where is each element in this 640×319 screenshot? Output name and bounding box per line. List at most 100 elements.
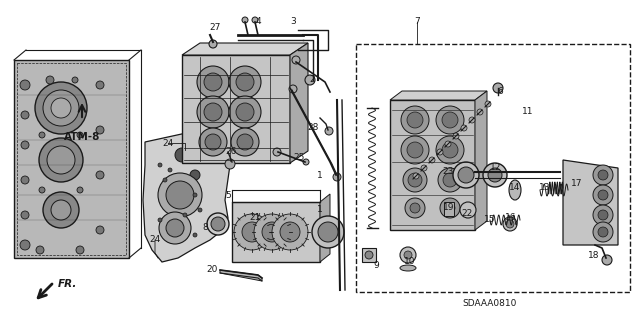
Circle shape [21, 141, 29, 149]
Circle shape [158, 218, 162, 222]
Circle shape [421, 165, 427, 171]
Circle shape [21, 111, 29, 119]
Circle shape [325, 127, 333, 135]
Circle shape [205, 134, 221, 150]
Circle shape [193, 233, 197, 237]
Circle shape [51, 200, 71, 220]
Circle shape [469, 117, 475, 123]
Circle shape [183, 213, 187, 217]
Polygon shape [390, 91, 487, 100]
Circle shape [20, 80, 30, 90]
Circle shape [36, 246, 44, 254]
Circle shape [404, 251, 412, 259]
Circle shape [593, 185, 613, 205]
Circle shape [488, 168, 502, 182]
Circle shape [158, 173, 202, 217]
Bar [14, 60, 129, 258]
Circle shape [593, 222, 613, 242]
Circle shape [199, 128, 227, 156]
Text: 9: 9 [373, 262, 379, 271]
Circle shape [407, 112, 423, 128]
Text: 20: 20 [206, 265, 218, 275]
Text: 8: 8 [202, 224, 208, 233]
Circle shape [211, 217, 225, 231]
Text: 17: 17 [572, 179, 583, 188]
Circle shape [159, 212, 191, 244]
Circle shape [236, 103, 254, 121]
Circle shape [168, 168, 172, 172]
Circle shape [43, 90, 79, 126]
Circle shape [442, 112, 458, 128]
Circle shape [333, 173, 341, 181]
Text: 24: 24 [163, 138, 173, 147]
Circle shape [96, 226, 104, 234]
Circle shape [445, 141, 451, 147]
Text: 21: 21 [250, 213, 260, 222]
Circle shape [242, 222, 262, 242]
Circle shape [20, 240, 30, 250]
Circle shape [39, 132, 45, 138]
Circle shape [401, 106, 429, 134]
Circle shape [506, 220, 514, 228]
Circle shape [39, 138, 83, 182]
Circle shape [442, 142, 458, 158]
Circle shape [503, 217, 517, 231]
Circle shape [272, 214, 308, 250]
Circle shape [458, 167, 474, 183]
Circle shape [21, 211, 29, 219]
Circle shape [236, 73, 254, 91]
Circle shape [436, 136, 464, 164]
Circle shape [403, 168, 427, 192]
Circle shape [318, 222, 338, 242]
Circle shape [477, 109, 483, 115]
Circle shape [461, 125, 467, 131]
Text: 3: 3 [290, 18, 296, 26]
Circle shape [400, 247, 416, 263]
Circle shape [163, 178, 167, 182]
Circle shape [598, 190, 608, 200]
Text: 10: 10 [404, 257, 416, 266]
Circle shape [77, 187, 83, 193]
Bar [232, 202, 320, 262]
Text: 27: 27 [209, 24, 221, 33]
Circle shape [405, 198, 425, 218]
Polygon shape [320, 194, 330, 262]
Text: 25: 25 [293, 153, 305, 162]
Text: 18: 18 [588, 250, 600, 259]
Bar [444, 202, 454, 216]
Circle shape [483, 163, 507, 187]
Text: 6: 6 [497, 86, 503, 95]
Text: 11: 11 [522, 108, 534, 116]
Circle shape [204, 103, 222, 121]
Circle shape [365, 251, 373, 259]
Circle shape [305, 75, 315, 85]
Circle shape [303, 159, 309, 165]
Circle shape [166, 181, 194, 209]
Circle shape [234, 214, 270, 250]
Circle shape [401, 136, 429, 164]
Bar [390, 100, 475, 230]
Circle shape [76, 246, 84, 254]
Circle shape [438, 168, 462, 192]
Circle shape [593, 165, 613, 185]
Text: SDAAA0810: SDAAA0810 [463, 299, 517, 308]
Ellipse shape [400, 265, 416, 271]
Text: 16: 16 [505, 213, 516, 222]
Text: ATM-8: ATM-8 [64, 132, 100, 142]
Circle shape [96, 126, 104, 134]
Circle shape [51, 98, 71, 118]
Text: 26: 26 [225, 147, 237, 157]
Circle shape [190, 170, 200, 180]
Circle shape [96, 81, 104, 89]
Circle shape [72, 77, 78, 83]
Circle shape [242, 17, 248, 23]
Circle shape [410, 203, 420, 213]
Text: 22: 22 [461, 210, 472, 219]
Circle shape [289, 85, 297, 93]
Circle shape [237, 134, 253, 150]
Text: FR.: FR. [58, 279, 77, 289]
Circle shape [453, 133, 459, 139]
Circle shape [598, 210, 608, 220]
Polygon shape [475, 91, 487, 230]
Circle shape [437, 149, 443, 155]
